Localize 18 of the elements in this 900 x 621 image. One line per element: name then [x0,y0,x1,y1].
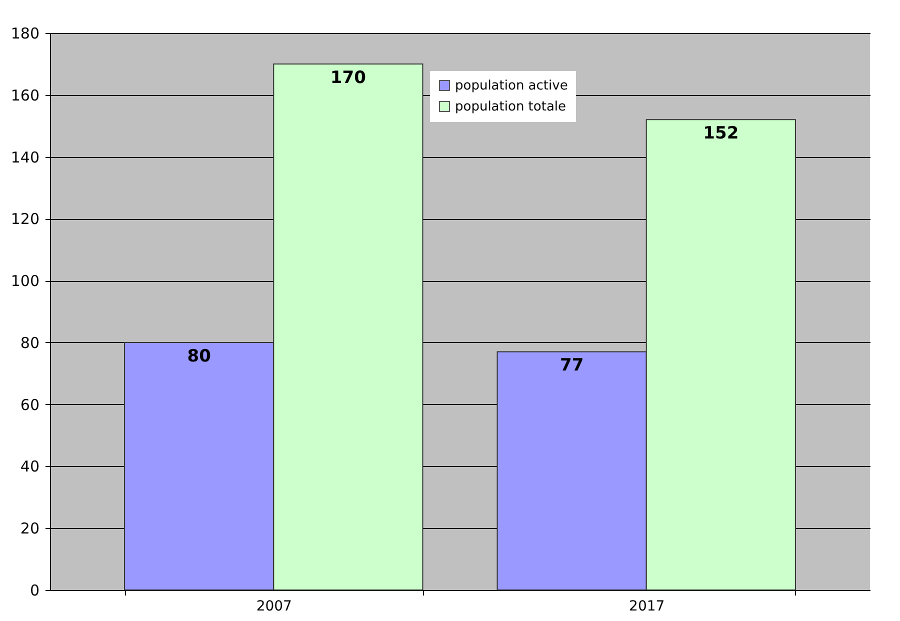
y-tick-label: 40 [20,458,40,476]
data-label: 80 [187,346,212,366]
x-tick-label: 2017 [629,598,665,614]
legend-label: population active [455,78,568,94]
y-tick-label: 180 [10,24,40,42]
data-label: 170 [330,68,366,88]
y-tick-label: 120 [10,210,40,228]
y-tick-label: 140 [10,148,40,166]
y-tick-label: 100 [10,272,40,290]
y-tick-label: 60 [20,396,40,414]
data-label: 77 [560,356,584,376]
x-tick-label: 2007 [256,598,292,614]
y-tick-label: 0 [30,582,40,600]
y-tick-label: 160 [10,86,40,104]
data-label: 152 [703,124,739,144]
legend-label: population totale [455,100,566,114]
y-tick-label: 20 [20,520,40,538]
y-tick-label: 80 [20,334,40,352]
